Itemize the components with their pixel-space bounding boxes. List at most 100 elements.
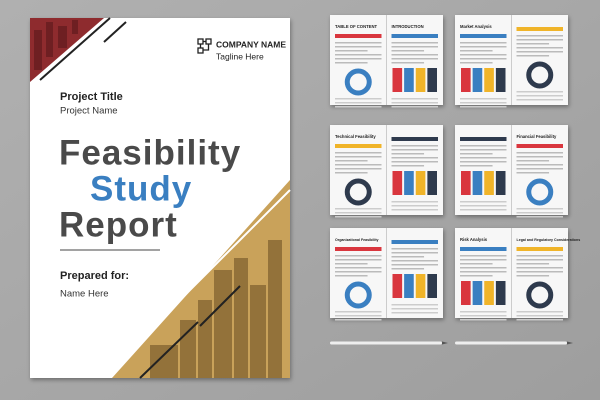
text-line — [391, 58, 438, 60]
text-line — [391, 256, 425, 258]
project-name: Project Name — [60, 106, 118, 117]
text-line — [460, 157, 507, 159]
mini-block — [415, 274, 426, 298]
text-line — [516, 39, 563, 41]
text-line — [391, 165, 425, 167]
text-line — [391, 252, 438, 254]
accent-line — [199, 285, 241, 327]
text-line — [516, 95, 563, 97]
mini-block — [427, 171, 437, 195]
content-bar — [391, 34, 438, 38]
content-bar — [516, 144, 563, 148]
text-line — [335, 259, 382, 261]
mini-block — [472, 171, 483, 195]
text-line — [460, 62, 493, 64]
mini-block — [427, 274, 437, 298]
mini-block — [484, 281, 494, 305]
text-line — [335, 160, 368, 162]
text-line — [460, 205, 507, 207]
text-line — [335, 271, 382, 273]
text-line — [335, 152, 382, 154]
mini-block — [495, 281, 506, 305]
text-line — [391, 264, 438, 266]
mini-block — [461, 281, 471, 305]
text-line — [335, 216, 382, 218]
text-line — [460, 315, 507, 317]
content-bar — [391, 137, 438, 141]
accent-line — [103, 21, 127, 43]
chart-ring — [344, 281, 372, 309]
pencil — [330, 341, 442, 345]
text-line — [391, 98, 438, 100]
text-line — [335, 208, 382, 210]
text-line — [391, 145, 438, 147]
text-line — [391, 149, 438, 151]
mini-block — [404, 171, 414, 195]
cover: COMPANY NAME Tagline Here Project Title … — [30, 17, 291, 379]
mini-block — [415, 171, 426, 195]
chart-ring — [526, 281, 554, 309]
spread-heading: TABLE OF CONTENT — [335, 24, 377, 29]
text-line — [335, 212, 382, 214]
content-bar — [460, 34, 507, 38]
spread: Technical Feasibility — [330, 125, 443, 218]
chart-ring — [344, 68, 372, 96]
text-line — [391, 102, 438, 104]
text-line — [516, 47, 563, 49]
text-line — [460, 319, 507, 321]
mini-block — [495, 68, 506, 92]
text-line — [516, 55, 550, 57]
text-line — [391, 205, 438, 207]
mini-block — [415, 68, 426, 92]
mini-block — [495, 171, 506, 195]
content-bar — [335, 144, 382, 148]
text-line — [516, 152, 563, 154]
text-line — [391, 54, 438, 56]
spread-heading: Market Analysis — [460, 24, 492, 29]
text-line — [516, 160, 550, 162]
text-line — [391, 268, 425, 270]
content-bar — [460, 247, 507, 251]
mini-block — [392, 68, 403, 92]
mini-block — [484, 68, 494, 92]
text-line — [516, 275, 550, 277]
mini-block — [472, 68, 483, 92]
text-line — [391, 50, 425, 52]
text-line — [460, 209, 507, 211]
content-bar — [335, 34, 382, 38]
text-line — [460, 275, 493, 277]
text-line — [460, 50, 493, 52]
chart-ring — [526, 61, 554, 89]
text-line — [460, 201, 507, 203]
mini-block — [392, 171, 403, 195]
text-line — [460, 255, 507, 257]
text-line — [460, 149, 507, 151]
text-line — [335, 54, 382, 56]
mini-block — [404, 68, 414, 92]
chart-ring — [526, 178, 554, 206]
text-line — [335, 164, 382, 166]
spread: Market Analysis — [455, 15, 568, 108]
text-line — [460, 165, 493, 167]
spread: Financial Feasibility — [455, 125, 568, 218]
client-name: Name Here — [60, 289, 109, 300]
text-line — [460, 271, 507, 273]
text-line — [516, 271, 563, 273]
mini-block — [392, 274, 403, 298]
text-line — [335, 315, 382, 317]
text-line — [335, 98, 382, 100]
spread-heading: Organizational Feasibility — [335, 238, 379, 242]
text-line — [391, 201, 438, 203]
text-line — [516, 208, 563, 210]
text-line — [516, 255, 563, 257]
text-line — [516, 263, 550, 265]
text-line — [460, 98, 507, 100]
text-line — [516, 172, 550, 174]
spread-heading: Financial Feasibility — [517, 134, 557, 139]
spread: TABLE OF CONTENT INTRODUCTION — [330, 15, 443, 108]
text-line — [391, 46, 438, 48]
text-line — [335, 319, 382, 321]
text-line — [460, 106, 507, 108]
text-line — [335, 168, 382, 170]
